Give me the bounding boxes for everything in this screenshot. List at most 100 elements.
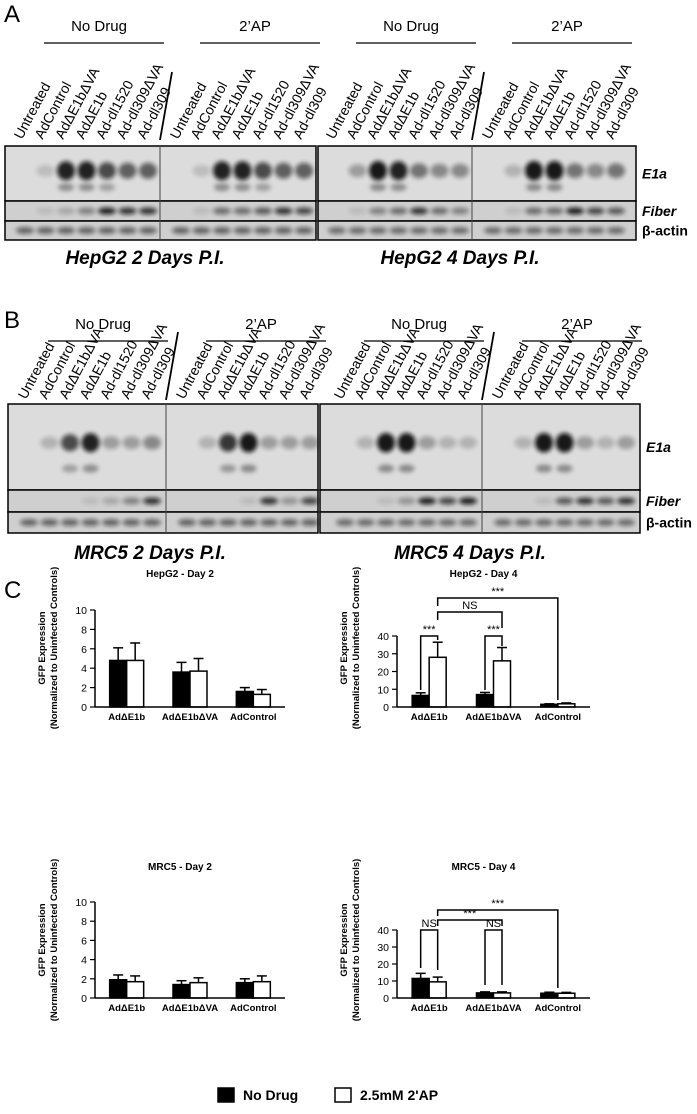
group-header: 2’AP (239, 18, 271, 35)
band (514, 519, 533, 526)
band (451, 163, 469, 178)
band (430, 163, 449, 178)
chart-title: HepG2 - Day 4 (450, 569, 518, 580)
band (240, 464, 257, 473)
band (295, 162, 313, 179)
band (274, 227, 293, 234)
band (336, 519, 354, 526)
band (178, 519, 196, 526)
bar (189, 670, 208, 708)
band (274, 162, 293, 179)
band (233, 227, 252, 234)
caption: HepG2 4 Days P.I. (380, 248, 539, 269)
band (40, 436, 59, 449)
band (36, 207, 55, 215)
band (143, 497, 161, 505)
band (254, 162, 272, 180)
band (389, 227, 408, 234)
x-tick-label: AdΔE1b (108, 1003, 145, 1014)
y-tick-label: 2 (81, 683, 87, 695)
y-tick-label: 40 (377, 925, 389, 937)
y-tick-label: 6 (81, 935, 87, 947)
band (77, 161, 96, 181)
band (566, 163, 584, 179)
group-header: No Drug (391, 316, 447, 333)
band (607, 227, 625, 234)
band (369, 227, 387, 234)
band (102, 519, 120, 526)
band (192, 227, 211, 234)
bar (492, 660, 512, 708)
group-header: 2’AP (551, 18, 583, 35)
band (20, 519, 38, 526)
bar (125, 659, 145, 708)
significance-bracket (436, 611, 503, 628)
band (418, 519, 436, 526)
band (280, 436, 299, 450)
band (219, 519, 237, 526)
band (198, 436, 217, 449)
band (418, 497, 436, 505)
band (418, 436, 436, 450)
band (254, 227, 272, 234)
significance-label: NS (462, 600, 477, 612)
band (586, 207, 605, 215)
band (617, 436, 635, 450)
band (61, 519, 79, 526)
significance-label: *** (463, 908, 477, 920)
y-tick-label: 8 (81, 916, 87, 928)
band (234, 183, 251, 192)
bar (235, 690, 255, 708)
bar (475, 992, 495, 999)
band (369, 207, 387, 215)
band (378, 464, 394, 473)
y-tick-label: 2 (81, 974, 87, 986)
band (239, 519, 258, 526)
band-label: E1a (642, 166, 667, 182)
band (139, 207, 157, 215)
band (397, 497, 416, 505)
bar (252, 693, 272, 708)
y-axis-label: GFP Expression (339, 611, 350, 684)
bar (475, 693, 495, 708)
band (220, 464, 236, 473)
band (280, 497, 299, 505)
band (535, 497, 553, 505)
band (576, 519, 594, 526)
band (301, 497, 319, 505)
band (57, 207, 75, 215)
x-tick-label: AdControl (230, 712, 276, 723)
x-tick-label: AdControl (535, 1003, 581, 1014)
significance-label: NS (486, 918, 501, 930)
band (390, 183, 407, 192)
legend-swatch (217, 1087, 235, 1103)
band (438, 519, 457, 526)
band (545, 161, 564, 181)
band (239, 432, 258, 453)
bar (172, 983, 191, 999)
caption: MRC5 2 Days P.I. (74, 543, 226, 564)
bar (189, 981, 208, 999)
significance-label: NS (422, 918, 437, 930)
band (40, 519, 59, 526)
band (118, 162, 137, 179)
band (607, 163, 625, 179)
band (118, 227, 137, 234)
band (459, 497, 477, 505)
band (274, 207, 293, 215)
band (348, 164, 367, 178)
band (192, 207, 211, 215)
band (255, 183, 271, 192)
band (451, 207, 469, 215)
band-label: Fiber (646, 493, 682, 509)
bar (252, 980, 272, 999)
y-tick-label: 0 (383, 993, 389, 1005)
x-tick-label: AdΔE1b (411, 712, 448, 723)
y-tick-label: 30 (377, 942, 389, 954)
significance-bracket (436, 919, 503, 926)
band (617, 519, 635, 526)
band (617, 497, 635, 505)
band (377, 497, 395, 505)
band (504, 207, 523, 215)
band (122, 497, 141, 505)
